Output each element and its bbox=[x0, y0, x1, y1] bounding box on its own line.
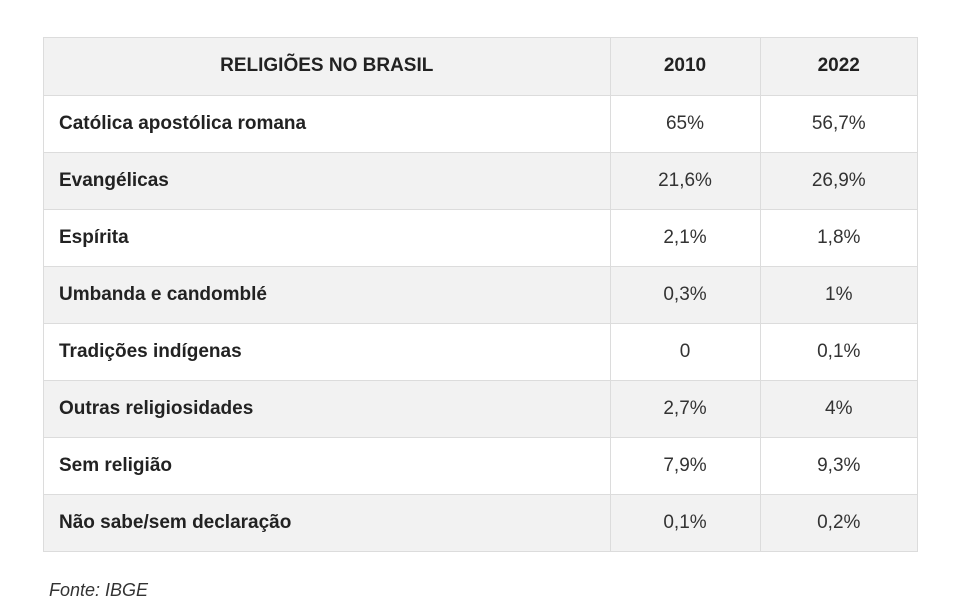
table-row: Espírita 2,1% 1,8% bbox=[44, 209, 917, 267]
religion-name: Sem religião bbox=[44, 437, 611, 495]
religion-name: Outras religiosidades bbox=[44, 380, 611, 438]
table-row: Outras religiosidades 2,7% 4% bbox=[44, 380, 917, 438]
value-2010: 2,7% bbox=[610, 380, 761, 438]
value-2022: 4% bbox=[760, 380, 917, 438]
table-body: Católica apostólica romana 65% 56,7% Eva… bbox=[44, 95, 917, 551]
header-2010: 2010 bbox=[610, 38, 761, 96]
data-table: RELIGIÕES NO BRASIL 2010 2022 Católica a… bbox=[44, 38, 917, 551]
header-row: RELIGIÕES NO BRASIL 2010 2022 bbox=[44, 38, 917, 96]
religion-name: Espírita bbox=[44, 209, 611, 267]
religion-name: Umbanda e candomblé bbox=[44, 266, 611, 324]
value-2010: 0 bbox=[610, 323, 761, 381]
value-2022: 0,1% bbox=[760, 323, 917, 381]
header-religions: RELIGIÕES NO BRASIL bbox=[44, 38, 611, 96]
value-2010: 65% bbox=[610, 95, 761, 153]
value-2010: 0,3% bbox=[610, 266, 761, 324]
value-2022: 0,2% bbox=[817, 511, 861, 533]
source-caption: Fonte: IBGE bbox=[49, 580, 149, 600]
value-2010: 21,6% bbox=[610, 152, 761, 210]
value-2022: 56,7% bbox=[760, 95, 917, 153]
table-row: Católica apostólica romana 65% 56,7% bbox=[44, 95, 917, 153]
religion-name: Católica apostólica romana bbox=[44, 95, 611, 153]
value-2010: 7,9% bbox=[610, 437, 761, 495]
religions-table: RELIGIÕES NO BRASIL 2010 2022 Católica a… bbox=[43, 37, 918, 552]
value-2022: 9,3% bbox=[760, 437, 917, 495]
value-2022: 1,8% bbox=[760, 209, 917, 267]
table-row: Sem religião 7,9% 9,3% bbox=[44, 437, 917, 495]
table-row: Tradições indígenas 0 0,1% bbox=[44, 323, 917, 381]
table-row: Evangélicas 21,6% 26,9% bbox=[44, 152, 917, 210]
religion-name: Evangélicas bbox=[44, 152, 611, 210]
value-2022: 26,9% bbox=[760, 152, 917, 210]
value-2010: 2,1% bbox=[610, 209, 761, 267]
header-2022: 2022 bbox=[760, 38, 917, 96]
table-header: RELIGIÕES NO BRASIL 2010 2022 bbox=[44, 38, 917, 96]
religion-name: Tradições indígenas bbox=[44, 323, 611, 381]
table-row: Não sabe/sem declaração 0,1% 0,2% bbox=[44, 494, 917, 551]
value-2010: 0,1% bbox=[610, 494, 761, 551]
table-row: Umbanda e candomblé 0,3% 1% bbox=[44, 266, 917, 324]
value-2022: 1% bbox=[760, 266, 917, 324]
religion-name: Não sabe/sem declaração bbox=[44, 494, 611, 551]
